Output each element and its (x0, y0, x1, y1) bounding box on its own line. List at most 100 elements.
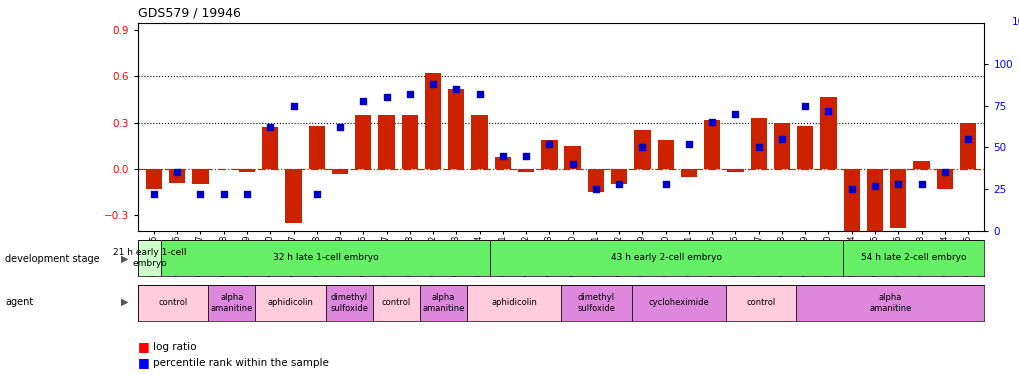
Text: development stage: development stage (5, 254, 100, 264)
Point (518, 153, 534, 159)
Text: ■: ■ (138, 340, 150, 353)
Text: control: control (158, 298, 187, 307)
Bar (703, 120, 719, 169)
Bar (138, 285, 208, 321)
Text: log ratio: log ratio (153, 342, 197, 352)
Point (215, 191, 231, 197)
Bar (325, 285, 373, 321)
Point (703, 119, 719, 125)
Text: 54 h late 2-cell embryo: 54 h late 2-cell embryo (860, 254, 966, 262)
Bar (169, 169, 185, 183)
Point (843, 186, 859, 192)
Text: alpha
amanitine: alpha amanitine (210, 293, 253, 312)
Y-axis label: 100%: 100% (1011, 16, 1019, 27)
Point (238, 191, 255, 197)
Text: aphidicolin: aphidicolin (490, 298, 536, 307)
Bar (725, 285, 796, 321)
Point (331, 124, 347, 130)
Bar (490, 240, 843, 276)
Bar (193, 169, 209, 184)
Point (471, 91, 487, 97)
Text: 43 h early 2-cell embryo: 43 h early 2-cell embryo (610, 254, 721, 262)
Bar (420, 285, 467, 321)
Point (657, 181, 674, 187)
Point (680, 141, 696, 147)
Bar (208, 285, 255, 321)
Point (773, 136, 790, 142)
Bar (959, 123, 975, 169)
Point (819, 108, 836, 114)
Text: aphidicolin: aphidicolin (267, 298, 313, 307)
Bar (447, 89, 464, 169)
Bar (610, 169, 627, 184)
Bar (494, 157, 511, 169)
Bar (890, 169, 906, 228)
Text: dimethyl
sulfoxide: dimethyl sulfoxide (577, 293, 614, 312)
Bar (541, 140, 557, 169)
Point (541, 141, 557, 147)
Point (425, 81, 441, 87)
Point (935, 170, 952, 176)
Text: ▶: ▶ (120, 297, 128, 307)
Bar (935, 169, 952, 189)
Text: agent: agent (5, 297, 34, 307)
Bar (727, 169, 743, 172)
Point (262, 124, 278, 130)
Bar (238, 169, 255, 172)
Bar (467, 285, 560, 321)
Point (959, 136, 975, 142)
Bar (796, 285, 983, 321)
Bar (560, 285, 631, 321)
Point (750, 144, 766, 150)
Point (494, 153, 511, 159)
Text: alpha
amanitine: alpha amanitine (422, 293, 464, 312)
Bar (146, 169, 162, 189)
Text: control: control (381, 298, 411, 307)
Bar (138, 240, 161, 276)
Text: percentile rank within the sample: percentile rank within the sample (153, 358, 328, 368)
Point (193, 191, 209, 197)
Point (587, 186, 603, 192)
Bar (634, 130, 650, 169)
Bar (796, 126, 812, 169)
Point (355, 98, 371, 104)
Point (890, 181, 906, 187)
Point (727, 111, 743, 117)
Bar (866, 169, 882, 231)
Point (169, 170, 185, 176)
Point (401, 91, 418, 97)
Bar (309, 126, 325, 169)
Bar (331, 169, 347, 174)
Point (285, 103, 302, 109)
Bar (773, 123, 790, 169)
Bar (401, 115, 418, 169)
Point (146, 191, 162, 197)
Text: control: control (746, 298, 774, 307)
Point (610, 181, 627, 187)
Text: dimethyl
sulfoxide: dimethyl sulfoxide (330, 293, 368, 312)
Bar (750, 118, 766, 169)
Bar (843, 169, 859, 235)
Bar (425, 74, 441, 169)
Point (634, 144, 650, 150)
Bar (587, 169, 603, 192)
Bar (285, 169, 302, 223)
Text: 21 h early 1-cell
embryо: 21 h early 1-cell embryо (112, 248, 186, 267)
Text: cycloheximide: cycloheximide (647, 298, 708, 307)
Bar (471, 115, 487, 169)
Bar (631, 285, 725, 321)
Point (309, 191, 325, 197)
Bar (378, 115, 394, 169)
Point (447, 86, 464, 92)
Bar (819, 96, 836, 169)
Bar (262, 128, 278, 169)
Bar (255, 285, 325, 321)
Bar (680, 169, 696, 177)
Text: ▶: ▶ (120, 254, 128, 264)
Bar (518, 169, 534, 172)
Bar (161, 240, 490, 276)
Text: alpha
amanitine: alpha amanitine (868, 293, 911, 312)
Point (912, 181, 928, 187)
Text: 32 h late 1-cell embryo: 32 h late 1-cell embryo (273, 254, 378, 262)
Point (866, 183, 882, 189)
